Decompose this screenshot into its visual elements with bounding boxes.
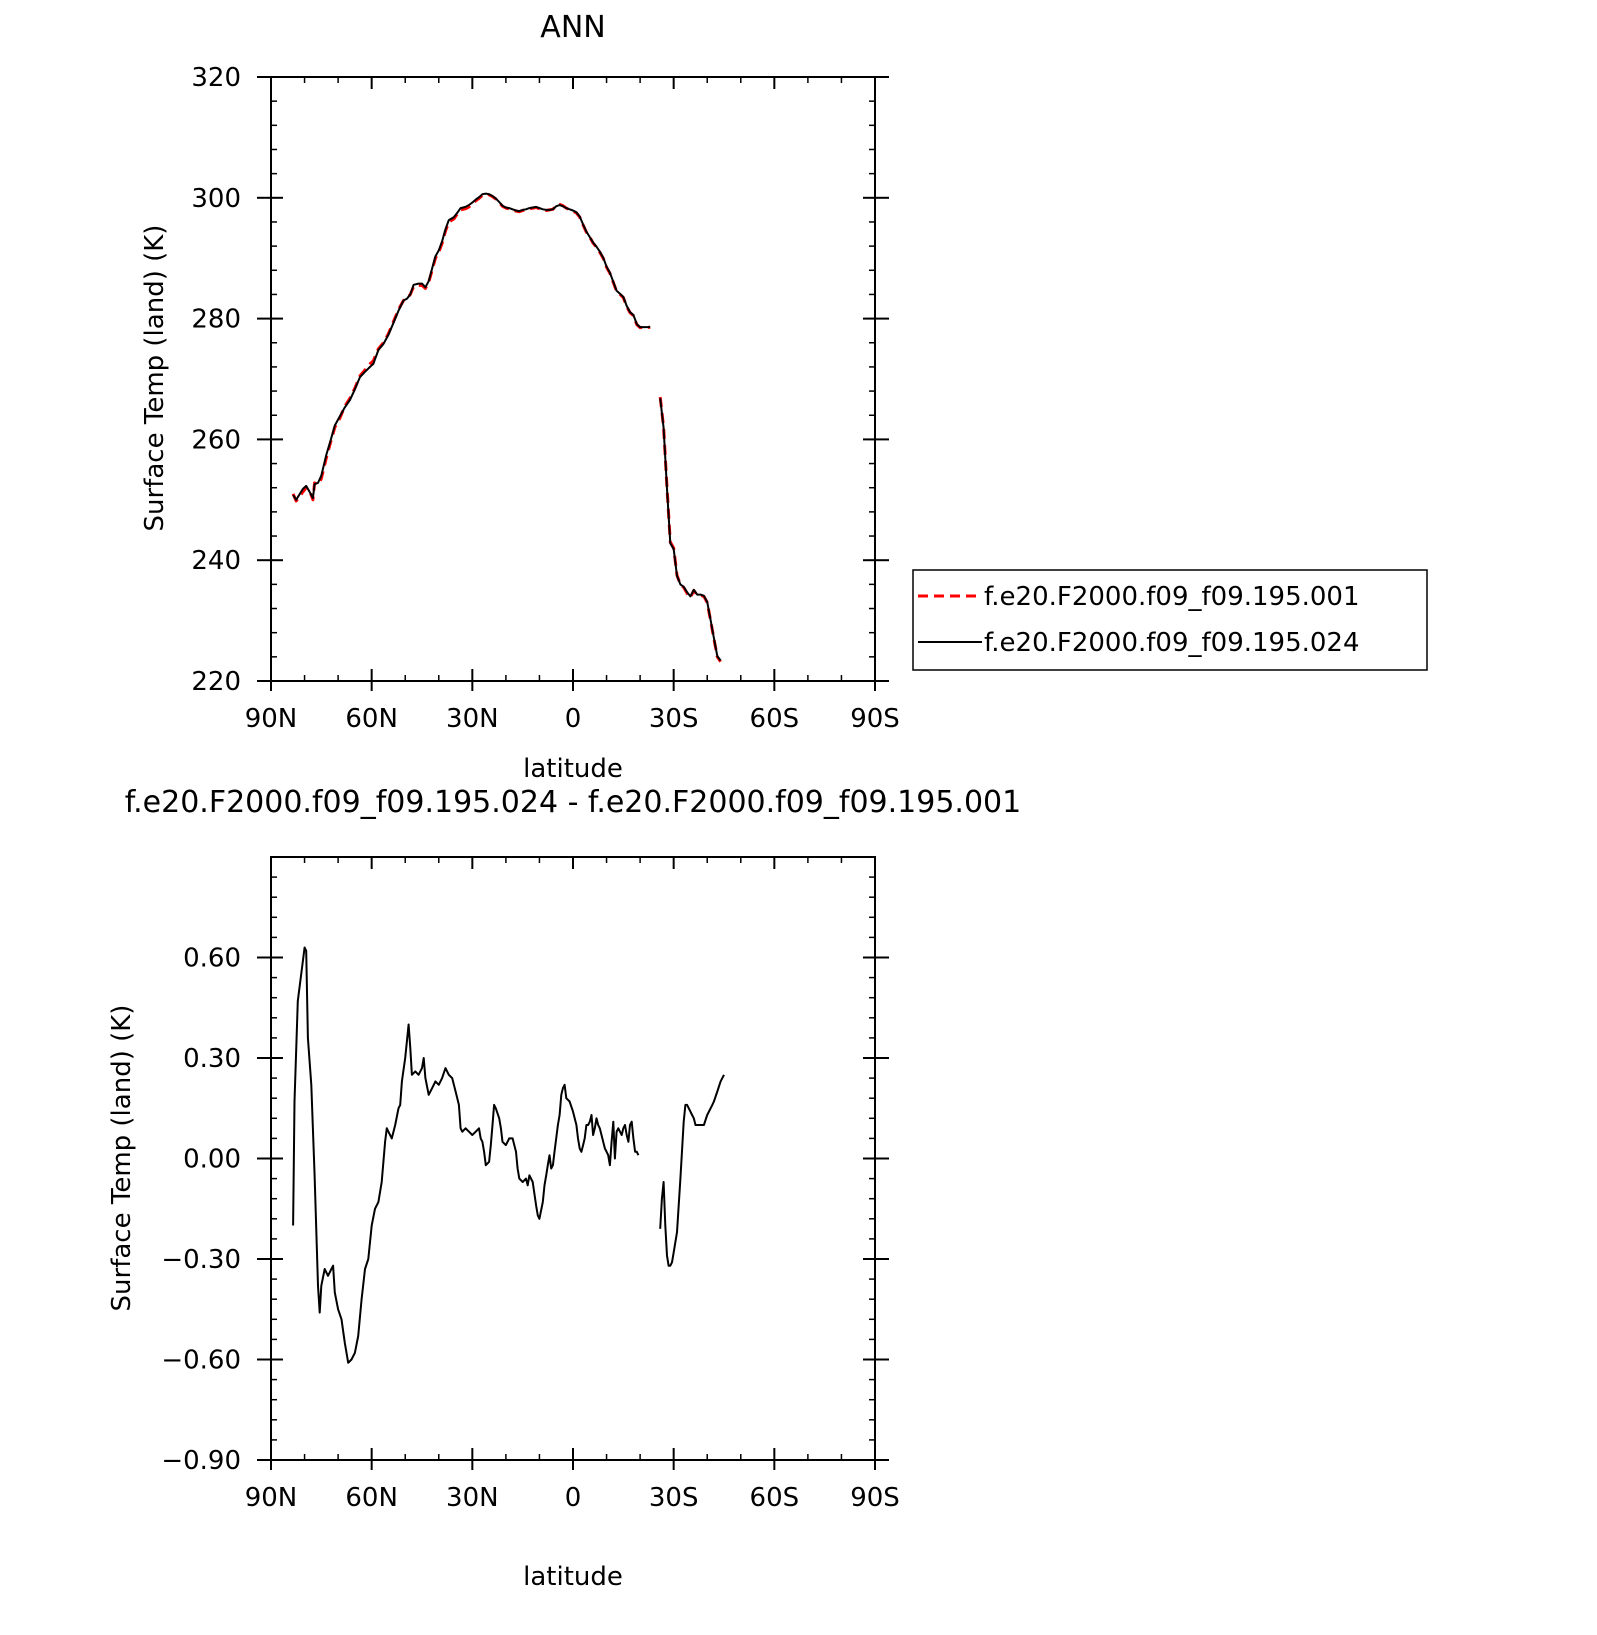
bottom-panel: f.e20.F2000.f09_f09.195.024 - f.e20.F200… <box>107 785 1021 1592</box>
top-axis-ticks: 90N 60N 30N 0 30S 60S 90S 220 240 260 280 300 320 <box>191 63 899 734</box>
bottom-y-tick-label: 0.30 <box>183 1044 241 1074</box>
top-series-1-line <box>292 192 651 501</box>
top-plot-frame <box>270 76 876 682</box>
top-x-tick-label: 90S <box>850 704 900 734</box>
top-x-tick-label: 60S <box>750 704 800 734</box>
bottom-series-0-line <box>292 946 640 1364</box>
top-x-tick-label: 0 <box>565 704 582 734</box>
bottom-x-tick-label: 30N <box>446 1483 499 1513</box>
top-y-tick-label: 320 <box>191 63 241 93</box>
top-x-tick-label: 30S <box>649 704 699 734</box>
top-x-axis-label: latitude <box>523 754 623 784</box>
bottom-x-tick-label: 0 <box>565 1483 582 1513</box>
bottom-y-axis-label: Surface Temp (land) (K) <box>107 1005 137 1312</box>
bottom-x-tick-label: 30S <box>649 1483 699 1513</box>
legend-label-024: f.e20.F2000.f09_f09.195.024 <box>984 628 1360 658</box>
bottom-x-axis-label: latitude <box>523 1562 623 1592</box>
bottom-y-tick-label: −0.30 <box>161 1245 241 1275</box>
bottom-x-tick-label: 90S <box>850 1483 900 1513</box>
top-series-0-line <box>291 192 651 503</box>
bottom-y-tick-label: −0.60 <box>161 1346 241 1376</box>
bottom-x-tick-label: 90N <box>245 1483 298 1513</box>
top-x-tick-label: 60N <box>345 704 398 734</box>
bottom-chart-title: f.e20.F2000.f09_f09.195.024 - f.e20.F200… <box>125 785 1021 820</box>
bottom-series-0-line <box>659 1074 725 1267</box>
top-y-tick-label: 220 <box>191 667 241 697</box>
top-x-tick-label: 30N <box>446 704 499 734</box>
top-series-lines <box>291 192 722 663</box>
bottom-x-tick-label: 60N <box>345 1483 398 1513</box>
bottom-x-tick-label: 60S <box>750 1483 800 1513</box>
top-y-tick-label: 260 <box>191 425 241 455</box>
top-y-tick-label: 240 <box>191 546 241 576</box>
bottom-y-tick-label: 0.00 <box>183 1145 241 1175</box>
bottom-axis-ticks: 90N 60N 30N 0 30S 60S 90S −0.90 −0.60 −0.30 0.00 0.… <box>161 856 900 1513</box>
top-y-axis-label: Surface Temp (land) (K) <box>140 225 170 532</box>
top-series-1-line <box>659 398 722 662</box>
bottom-y-tick-label: −0.90 <box>161 1446 241 1476</box>
legend-box <box>912 569 1428 671</box>
top-x-tick-label: 90N <box>245 704 298 734</box>
bottom-series-lines <box>292 946 725 1364</box>
legend: f.e20.F2000.f09_f09.195.001 f.e20.F2000.… <box>912 569 1428 671</box>
top-y-tick-label: 280 <box>191 305 241 335</box>
legend-label-001: f.e20.F2000.f09_f09.195.001 <box>984 582 1360 612</box>
top-panel: ANN Surface Temp (land) (K) latitude 90N… <box>140 10 900 784</box>
bottom-y-tick-label: 0.60 <box>183 944 241 974</box>
top-chart-title: ANN <box>540 10 605 45</box>
bottom-plot-frame <box>270 856 876 1461</box>
top-y-tick-label: 300 <box>191 184 241 214</box>
